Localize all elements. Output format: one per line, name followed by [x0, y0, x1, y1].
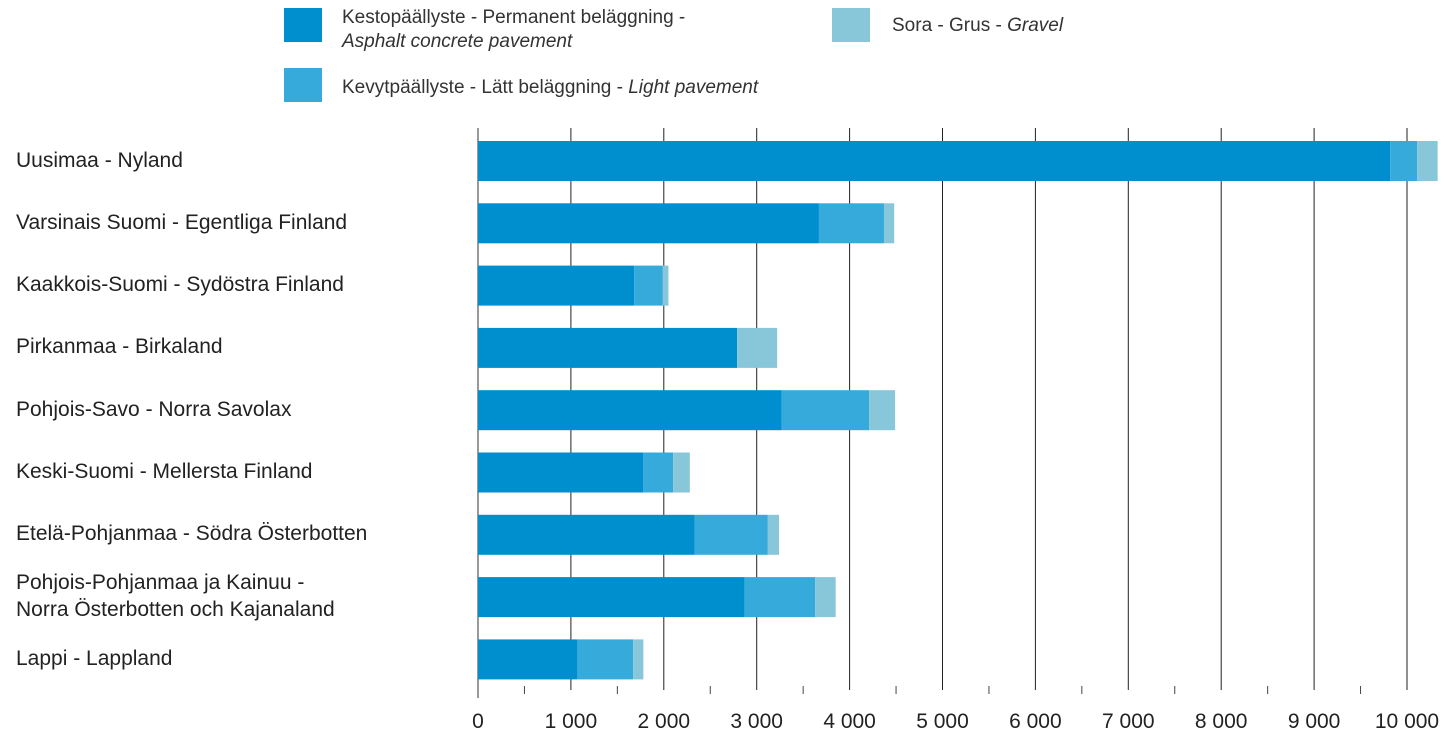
bar-1-series-0: [478, 203, 819, 244]
legend-label-plain: Kestopäällyste - Permanent beläggning -: [342, 7, 686, 28]
bar-0-series-0: [478, 141, 1391, 181]
legend-label-plain: Sora - Grus -: [892, 15, 1002, 36]
legend-label-2: Sora - Grus - Gravel: [892, 14, 1063, 38]
bar-3-series-0: [478, 327, 738, 368]
category-label-6: Etelä-Pohjanmaa - Södra Österbotten: [16, 520, 367, 547]
x-tick-label-4: 4 000: [823, 710, 876, 733]
x-tick-label-10: 10 000: [1375, 710, 1439, 733]
x-tick-label-0: 0: [472, 710, 484, 733]
category-label-line: Pirkanmaa - Birkaland: [16, 335, 223, 359]
bar-7-series-0: [478, 577, 745, 618]
legend-label-italic: Asphalt concrete pavement: [342, 31, 573, 52]
x-tick-label-2: 2 000: [638, 710, 691, 733]
x-tick-label-9: 9 000: [1288, 710, 1341, 733]
bar-8-series-0: [478, 639, 578, 680]
category-label-line: Kaakkois-Suomi - Sydöstra Finland: [16, 273, 344, 297]
bar-2-series-0: [478, 265, 635, 306]
bar-1-series-2: [883, 203, 895, 244]
legend-label-0: Kestopäällyste - Permanent beläggning - A…: [342, 6, 685, 54]
category-label-line: Keski-Suomi - Mellersta Finland: [16, 460, 313, 483]
category-label-line: Lappi - Lappland: [16, 646, 173, 670]
legend-label-italic: Gravel: [1007, 15, 1064, 36]
category-label-5: Keski-Suomi - Mellersta Finland: [16, 458, 312, 485]
legend-swatch-2: [832, 8, 870, 42]
bar-2-series-2: [662, 265, 669, 306]
legend-label-italic: Light pavement: [628, 77, 759, 98]
bar-6-series-1: [694, 514, 768, 555]
bar-4-series-0: [478, 390, 782, 431]
bar-5-series-2: [673, 452, 690, 493]
category-label-line: Etelä-Pohjanmaa - Södra Österbotten: [16, 522, 368, 546]
bar-0-series-1: [1390, 141, 1418, 181]
bar-8-series-2: [633, 639, 644, 680]
category-label-3: Pirkanmaa - Birkaland: [16, 333, 223, 360]
category-label-7: Pohjois-Pohjanmaa ja Kainuu - Norra Öster…: [16, 569, 335, 623]
bar-3-series-2: [737, 327, 778, 368]
category-label-line: Pohjois-Savo - Norra Savolax: [16, 397, 292, 421]
x-tick-label-1: 1 000: [545, 710, 598, 733]
x-tick-label-5: 5 000: [916, 710, 969, 733]
category-label-line: Norra Österbotten och Kajanaland: [16, 598, 335, 622]
bar-5-series-1: [643, 452, 674, 493]
category-label-line: Uusimaa - Nyland: [16, 148, 183, 172]
bar-5-series-0: [478, 452, 644, 493]
bar-2-series-1: [634, 265, 663, 306]
bar-6-series-2: [767, 514, 779, 555]
category-label-line: Varsinais Suomi - Egentliga Finland: [16, 210, 348, 234]
legend-label-1: Kevytpäällyste - Lätt beläggning - Light…: [342, 76, 758, 100]
bar-1-series-1: [818, 203, 884, 244]
legend-swatch-1: [284, 68, 322, 102]
bar-7-series-2: [815, 577, 836, 618]
x-tick-label-3: 3 000: [730, 710, 783, 733]
category-label-2: Kaakkois-Suomi - Sydöstra Finland: [16, 271, 344, 298]
category-label-line: Pohjois-Pohjanmaa ja Kainuu -: [16, 571, 305, 595]
category-label-8: Lappi - Lappland: [16, 645, 172, 672]
bar-8-series-1: [577, 639, 634, 680]
bar-6-series-0: [478, 514, 695, 555]
x-tick-label-8: 8 000: [1195, 710, 1248, 733]
category-label-0: Uusimaa - Nyland: [16, 147, 183, 174]
legend-label-plain: Kevytpäällyste - Lätt beläggning -: [342, 77, 623, 98]
x-tick-label-6: 6 000: [1009, 710, 1062, 733]
bar-4-series-2: [869, 390, 896, 431]
bar-0-series-2: [1417, 141, 1438, 181]
category-label-4: Pohjois-Savo - Norra Savolax: [16, 396, 291, 423]
legend-swatch-0: [284, 8, 322, 42]
bar-4-series-1: [781, 390, 870, 431]
category-label-1: Varsinais Suomi - Egentliga Finland: [16, 209, 347, 236]
x-tick-label-7: 7 000: [1102, 710, 1155, 733]
bar-7-series-1: [744, 577, 816, 618]
